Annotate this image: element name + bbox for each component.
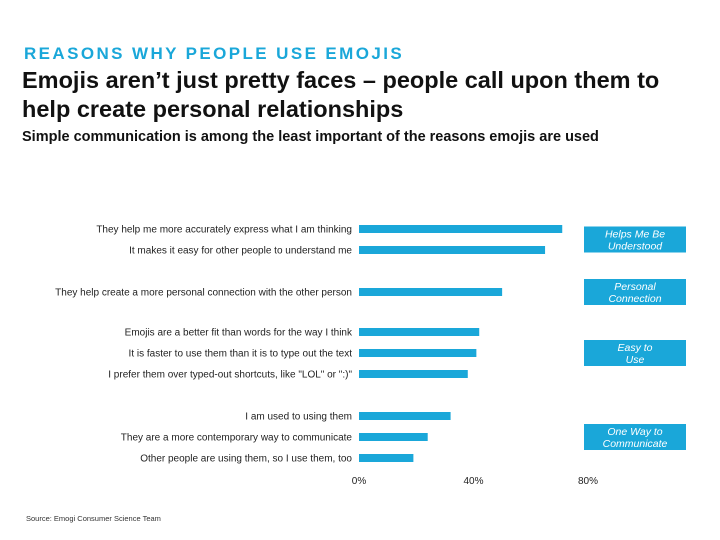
- category-label-4: Emojis are a better fit than words for t…: [125, 328, 353, 339]
- bar-3: [359, 288, 503, 296]
- source-note: Source: Emogi Consumer Science Team: [26, 514, 161, 523]
- bar-7: [359, 412, 451, 420]
- group-label-4: One Way to Communicate: [603, 426, 668, 450]
- x-tick-label-2: 40%: [463, 476, 483, 487]
- bar-6: [359, 370, 468, 378]
- bar-1: [359, 225, 563, 233]
- category-label-2: It makes it easy for other people to und…: [129, 246, 352, 257]
- group-label-2: Personal Connection: [608, 281, 661, 305]
- bar-chart: They help me more accurately express wha…: [55, 225, 686, 487]
- category-label-6: I prefer them over typed-out shortcuts, …: [108, 370, 352, 381]
- x-tick-label-3: 80%: [578, 476, 598, 487]
- group-box-3: [584, 340, 686, 366]
- group-label-1: Helps Me Be Understood: [605, 229, 665, 253]
- group-box-4: [584, 424, 686, 450]
- group-box-1: [584, 226, 686, 253]
- category-label-7: I am used to using them: [245, 412, 352, 423]
- chart-subhead: Simple communication is among the least …: [22, 129, 599, 145]
- category-label-3: They help create a more personal connect…: [55, 288, 352, 299]
- category-label-5: It is faster to use them than it is to t…: [129, 349, 353, 360]
- group-label-3: Easy to Use: [617, 342, 652, 366]
- bar-8: [359, 433, 428, 441]
- category-label-1: They help me more accurately express wha…: [96, 225, 352, 236]
- bar-5: [359, 349, 477, 357]
- chart-kicker: REASONS WHY PEOPLE USE EMOJIS: [24, 44, 405, 63]
- bar-9: [359, 454, 414, 462]
- category-label-9: Other people are using them, so I use th…: [140, 454, 352, 465]
- category-label-8: They are a more contemporary way to comm…: [121, 433, 353, 444]
- bar-4: [359, 328, 480, 336]
- x-tick-label-1: 0%: [352, 476, 367, 487]
- group-box-2: [584, 279, 686, 305]
- chart-headline: Emojis aren’t just pretty faces – people…: [22, 67, 660, 122]
- bar-2: [359, 246, 546, 254]
